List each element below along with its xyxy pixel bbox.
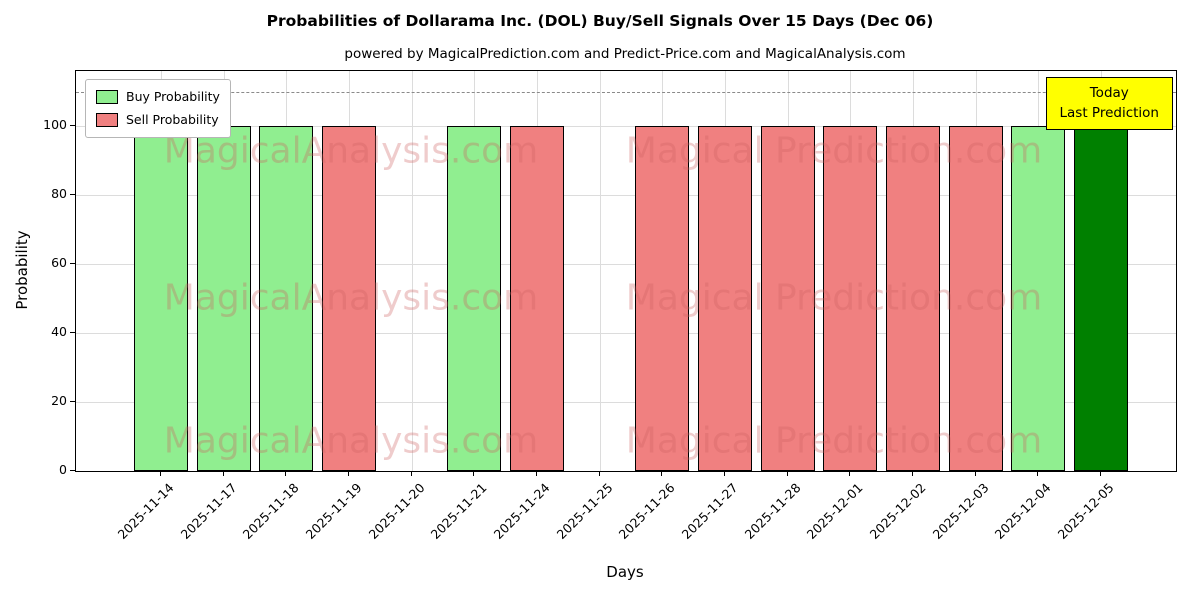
y-tick-20 — [70, 401, 75, 403]
annotation-line-1: Today — [1089, 85, 1129, 101]
y-tick-80 — [70, 194, 75, 196]
x-tick-13 — [974, 471, 976, 476]
x-tick-15 — [1100, 471, 1101, 476]
gridline-h-80 — [76, 195, 1176, 197]
x-tick-10 — [786, 471, 788, 476]
bar-2025-12-03 — [948, 126, 1003, 471]
y-tick-40 — [70, 332, 75, 334]
x-tick-14 — [1037, 471, 1039, 476]
bar-2025-11-26 — [635, 126, 690, 471]
x-tick-label-9: 2025-11-27 — [678, 480, 741, 542]
gridline-v-4 — [411, 71, 413, 471]
legend-item-buy: Buy Probability — [96, 86, 220, 109]
x-tick-label-2: 2025-11-18 — [239, 480, 302, 542]
x-tick-label-10: 2025-11-28 — [741, 480, 804, 542]
bar-2025-12-05 — [1074, 126, 1128, 471]
y-tick-label-80: 80 — [51, 186, 67, 202]
x-tick-9 — [724, 471, 725, 476]
gridline-h-20 — [76, 402, 1176, 404]
sell-color-swatch — [96, 112, 118, 127]
x-tick-label-8: 2025-11-26 — [615, 480, 678, 542]
x-tick-1 — [222, 471, 224, 476]
y-tick-60 — [70, 263, 75, 265]
y-tick-label-40: 40 — [51, 324, 67, 340]
x-tick-4 — [410, 471, 412, 476]
bar-2025-11-17 — [196, 126, 251, 471]
chart-title: Probabilities of Dollarama Inc. (DOL) Bu… — [266, 12, 934, 30]
y-tick-label-20: 20 — [51, 393, 67, 409]
y-tick-label-60: 60 — [51, 255, 67, 271]
x-tick-label-5: 2025-11-21 — [427, 480, 490, 542]
x-tick-5 — [473, 471, 475, 476]
x-tick-label-11: 2025-12-01 — [803, 480, 866, 542]
gridline-h-60 — [76, 264, 1176, 266]
x-tick-label-7: 2025-11-25 — [553, 480, 616, 542]
gridline-h-100 — [76, 126, 1176, 128]
x-tick-3 — [348, 471, 349, 476]
chart-subtitle: powered by MagicalPrediction.com and Pre… — [344, 46, 906, 62]
x-tick-label-14: 2025-12-04 — [991, 480, 1054, 542]
legend-item-sell: Sell Probability — [96, 109, 220, 132]
legend: Buy Probability Sell Probability — [85, 79, 231, 138]
gridline-v-7 — [599, 71, 601, 471]
x-tick-12 — [912, 471, 913, 476]
y-tick-label-0: 0 — [59, 462, 67, 477]
x-tick-2 — [285, 471, 287, 476]
x-tick-label-15: 2025-12-05 — [1054, 480, 1117, 542]
x-tick-label-13: 2025-12-03 — [929, 480, 992, 542]
x-tick-label-12: 2025-12-02 — [866, 480, 929, 542]
y-tick-100 — [70, 125, 75, 127]
bar-2025-11-19 — [322, 126, 376, 471]
x-tick-7 — [598, 471, 600, 476]
legend-label-buy: Buy Probability — [126, 89, 220, 104]
dashed-threshold-line — [76, 91, 1176, 93]
annotation-line-2: Last Prediction — [1059, 105, 1159, 122]
today-annotation: Today Last Prediction — [1045, 77, 1173, 130]
legend-label-sell: Sell Probability — [126, 111, 219, 127]
x-tick-8 — [661, 471, 663, 476]
watermark-left-2: MagicalAnalysis.com — [163, 420, 539, 462]
bar-2025-12-02 — [886, 126, 940, 471]
x-tick-label-6: 2025-11-24 — [490, 480, 553, 542]
x-axis-label: Days — [606, 563, 644, 581]
x-tick-label-4: 2025-11-20 — [365, 480, 428, 542]
x-tick-label-0: 2025-11-14 — [114, 480, 177, 542]
x-tick-0 — [160, 471, 161, 476]
x-tick-label-3: 2025-11-19 — [302, 480, 365, 542]
bar-2025-11-21 — [447, 126, 502, 471]
watermark-left-1: MagicalAnalysis.com — [163, 277, 539, 319]
watermark-right-2: Magical Prediction.com — [625, 420, 1043, 462]
plot-area: Buy Probability Sell Probability Today L… — [75, 70, 1177, 472]
bar-2025-11-24 — [510, 126, 564, 471]
bar-2025-12-01 — [823, 126, 878, 471]
bar-2025-12-04 — [1011, 126, 1066, 471]
x-tick-label-1: 2025-11-17 — [177, 480, 240, 542]
buy-color-swatch — [96, 90, 118, 105]
gridline-h-40 — [76, 333, 1176, 335]
y-tick-0 — [70, 470, 75, 471]
x-tick-11 — [849, 471, 851, 476]
bar-2025-11-27 — [698, 126, 752, 471]
bar-2025-11-18 — [259, 126, 314, 471]
watermark-right-1: Magical Prediction.com — [625, 277, 1043, 319]
x-tick-6 — [536, 471, 537, 476]
y-tick-label-100: 100 — [43, 117, 67, 133]
bar-2025-11-28 — [760, 126, 815, 471]
bar-2025-11-14 — [134, 126, 188, 471]
watermark-right-0: Magical Prediction.com — [625, 130, 1043, 172]
